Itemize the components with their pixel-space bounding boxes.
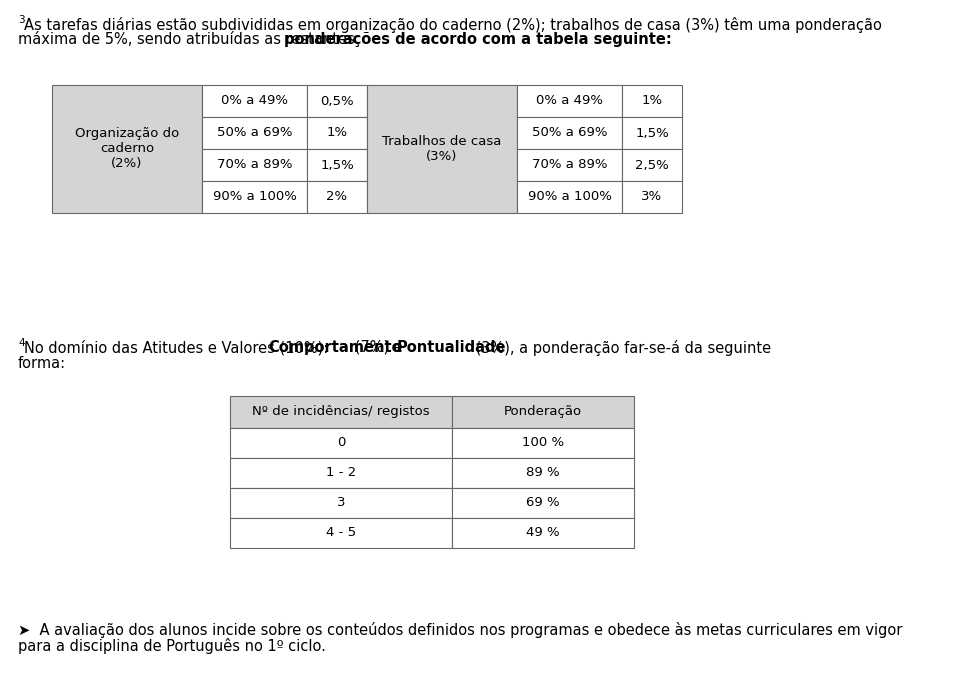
Bar [230,488,452,518]
Text: 0% a 49%: 0% a 49% [536,94,603,108]
Text: 0% a 49%: 0% a 49% [221,94,288,108]
Bar [452,488,634,518]
Bar [452,458,634,488]
Text: As tarefas diárias estão subdivididas em organização do caderno (2%); trabalhos : As tarefas diárias estão subdivididas em… [24,17,882,33]
Text: 1%: 1% [641,94,662,108]
Bar [622,181,682,213]
Text: 69 %: 69 % [526,496,560,509]
Bar [622,117,682,149]
Text: 1 - 2: 1 - 2 [325,466,356,479]
Bar [202,181,307,213]
Text: 3: 3 [337,496,346,509]
Text: 0: 0 [337,437,346,450]
Text: 1,5%: 1,5% [320,159,354,172]
Text: 2,5%: 2,5% [636,159,669,172]
Bar [367,85,517,213]
Text: 90% a 100%: 90% a 100% [212,191,297,203]
Text: ponderações de acordo com a tabela seguinte:: ponderações de acordo com a tabela segui… [284,32,672,47]
Text: 50% a 69%: 50% a 69% [217,127,292,140]
Bar [230,458,452,488]
Bar [307,117,367,149]
Text: Pontualidade: Pontualidade [396,340,506,355]
Text: 49 %: 49 % [526,527,560,540]
Text: para a disciplina de Português no 1º ciclo.: para a disciplina de Português no 1º cic… [18,638,325,654]
Text: Trabalhos de casa
(3%): Trabalhos de casa (3%) [382,135,502,163]
Bar [230,428,452,458]
Bar [452,518,634,548]
Bar [517,117,622,149]
Text: ➤  A avaliação dos alunos incide sobre os conteúdos definidos nos programas e ob: ➤ A avaliação dos alunos incide sobre os… [18,622,902,638]
Text: No domínio das Atitudes e Valores (10%):: No domínio das Atitudes e Valores (10%): [24,340,333,355]
Text: 50% a 69%: 50% a 69% [532,127,608,140]
Text: 89 %: 89 % [526,466,560,479]
Text: 90% a 100%: 90% a 100% [528,191,612,203]
Text: 3: 3 [18,15,25,25]
Text: forma:: forma: [18,356,66,371]
Bar [622,85,682,117]
Bar [202,85,307,117]
Bar [202,149,307,181]
Bar [307,85,367,117]
Text: (3%), a ponderação far-se-á da seguinte: (3%), a ponderação far-se-á da seguinte [471,340,772,356]
Bar [517,149,622,181]
Text: 100 %: 100 % [522,437,564,450]
Bar [202,117,307,149]
Bar [52,85,202,213]
Text: 1%: 1% [326,127,348,140]
Bar [230,518,452,548]
Text: 0,5%: 0,5% [321,94,354,108]
Text: 70% a 89%: 70% a 89% [217,159,292,172]
Bar [517,85,622,117]
Bar [230,396,452,428]
Text: (7%) e: (7%) e [349,340,407,355]
Text: Nº de incidências/ registos: Nº de incidências/ registos [252,405,430,418]
Bar [307,181,367,213]
Bar [452,396,634,428]
Text: Organização do
caderno
(2%): Organização do caderno (2%) [75,127,180,170]
Text: 3%: 3% [641,191,662,203]
Text: Ponderação: Ponderação [504,405,582,418]
Bar [622,149,682,181]
Text: 1,5%: 1,5% [636,127,669,140]
Bar [517,181,622,213]
Text: máxima de 5%, sendo atribuídas as restantes: máxima de 5%, sendo atribuídas as restan… [18,32,359,47]
Text: 2%: 2% [326,191,348,203]
Bar [452,428,634,458]
Text: 4: 4 [18,338,25,348]
Bar [307,149,367,181]
Text: 70% a 89%: 70% a 89% [532,159,608,172]
Text: Comportamento: Comportamento [269,340,402,355]
Text: 4 - 5: 4 - 5 [326,527,356,540]
